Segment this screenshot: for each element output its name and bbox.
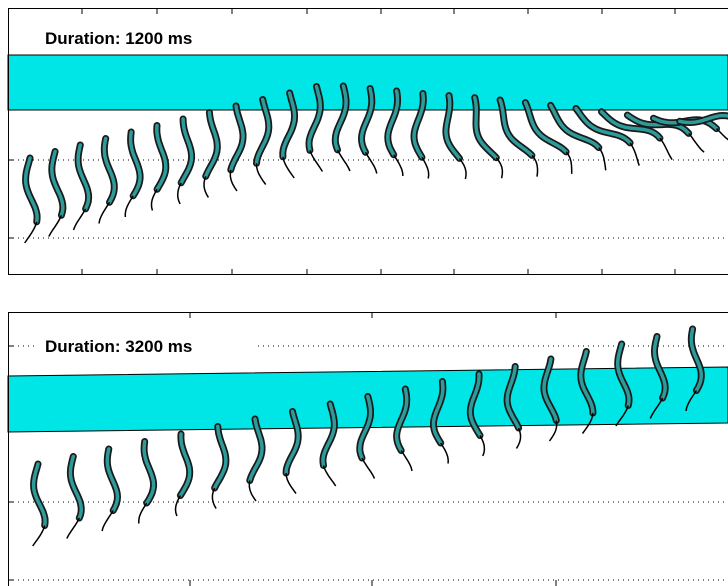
figure-tail — [32, 525, 46, 547]
figure-tail — [495, 157, 504, 179]
figures — [22, 82, 728, 547]
figure-tail — [629, 142, 640, 166]
figure-body — [212, 424, 228, 490]
figure-tail — [458, 157, 467, 180]
figure-tail — [101, 510, 114, 532]
figure-body — [505, 364, 521, 430]
figure-body — [76, 143, 91, 211]
figure-body — [284, 409, 300, 475]
figure-tail — [336, 149, 351, 172]
figure-tail — [688, 132, 705, 153]
figure-body — [412, 91, 426, 160]
figure-tail — [98, 201, 111, 224]
figure-body — [678, 113, 728, 125]
figure-tail — [548, 420, 558, 442]
figure-tail — [24, 221, 38, 244]
figure-tail — [285, 472, 297, 494]
figure-tail — [48, 214, 63, 237]
figure-body — [579, 349, 595, 415]
figure-tail — [72, 208, 87, 231]
figure-body — [386, 89, 400, 157]
figure-body — [155, 123, 168, 192]
figure-tail — [255, 163, 267, 185]
figure-tail — [364, 151, 378, 174]
figure-body — [689, 327, 704, 393]
figure-body — [307, 84, 323, 153]
figure-body — [248, 417, 264, 483]
figure-tail — [282, 156, 295, 179]
figure-tail — [248, 480, 257, 502]
figure-body — [178, 432, 192, 498]
figure-tail — [177, 182, 182, 205]
figure-tail — [322, 465, 337, 487]
figure-tail — [659, 137, 673, 160]
figure-body — [359, 86, 374, 155]
figure-tail — [229, 169, 238, 192]
figure-body — [431, 379, 445, 445]
figure-tail — [685, 390, 698, 412]
figure-tail — [393, 154, 404, 177]
title-box — [36, 22, 262, 50]
frame — [8, 8, 728, 275]
figure-body — [358, 394, 373, 460]
panel-title: Duration: 1200 ms — [45, 29, 192, 48]
figure-tail — [515, 427, 522, 449]
figure-tail — [309, 150, 324, 172]
figure-body — [574, 106, 632, 145]
figure-tail — [715, 128, 728, 141]
figure-tail — [615, 405, 629, 427]
frame — [8, 312, 728, 586]
figure-body — [68, 454, 83, 520]
figure-body — [50, 149, 65, 218]
figure-body — [523, 100, 568, 154]
figure-body — [321, 402, 337, 468]
figure-body — [615, 342, 631, 408]
figure-body — [472, 95, 499, 160]
figure-body — [444, 93, 462, 161]
figure-body — [179, 117, 194, 185]
figure-body — [652, 334, 667, 400]
figure-body — [142, 439, 156, 505]
figure-tail — [203, 176, 210, 198]
figure-body — [542, 357, 559, 423]
figure-tail — [124, 195, 134, 217]
figure-tail — [649, 397, 664, 419]
figure-tail — [400, 450, 413, 472]
figure-tail — [66, 517, 80, 539]
figure-tail — [440, 442, 449, 464]
figure-body — [394, 387, 409, 453]
figure-body — [102, 136, 117, 205]
figure-tail — [174, 495, 182, 517]
figure-body — [128, 130, 142, 198]
figure-body — [498, 98, 534, 158]
figure-tail — [421, 156, 430, 179]
figure-tail — [479, 435, 486, 457]
figure-body — [548, 103, 601, 150]
figure-body — [281, 91, 297, 159]
figure-tail — [565, 151, 573, 174]
figure-body — [599, 110, 662, 140]
figure-body — [333, 84, 348, 152]
title-box — [36, 330, 258, 358]
band — [7, 54, 728, 111]
figure-tail — [598, 147, 607, 171]
panel-title: Duration: 3200 ms — [45, 337, 192, 356]
figure-tail — [361, 457, 376, 479]
figure-tail — [138, 502, 148, 524]
figure-body — [203, 110, 220, 179]
figure-body — [23, 156, 39, 224]
figure-body — [254, 97, 271, 166]
figure-tail — [581, 412, 594, 434]
figure-body — [229, 104, 245, 172]
figure-body — [625, 113, 691, 136]
figure-tail — [531, 154, 539, 177]
figure-tail — [211, 487, 217, 509]
figure-body — [105, 447, 120, 513]
panel — [7, 8, 728, 275]
figure-tail — [150, 188, 158, 211]
figure-body — [31, 462, 47, 528]
figure-body — [468, 372, 482, 438]
